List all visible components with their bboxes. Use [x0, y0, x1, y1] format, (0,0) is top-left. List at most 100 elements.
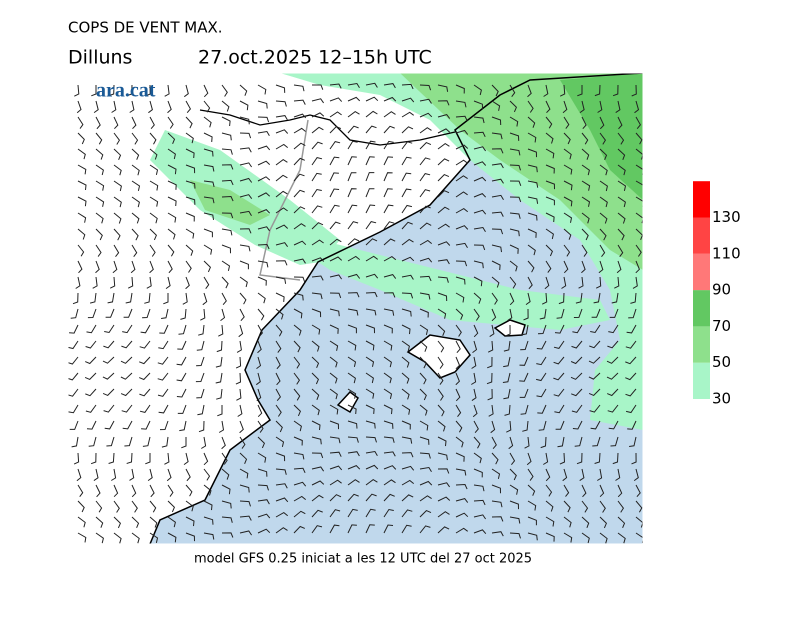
wind-barb	[69, 324, 79, 334]
wind-barb	[257, 436, 265, 449]
wind-barb	[221, 132, 232, 141]
wind-barb	[257, 192, 271, 198]
wind-barb	[419, 510, 432, 518]
wind-barb	[473, 308, 480, 321]
wind-barb	[103, 404, 115, 413]
colorbar-swatch	[693, 290, 710, 327]
wind-barb	[329, 204, 340, 214]
wind-barb	[221, 195, 234, 202]
wind-barb	[311, 324, 321, 335]
wind-barb	[365, 404, 375, 414]
wind-barb	[311, 112, 325, 118]
map	[68, 73, 643, 544]
wind-barb	[455, 129, 469, 135]
wind-barb	[437, 100, 450, 106]
wind-barb	[419, 84, 432, 91]
wind-barb	[167, 180, 177, 190]
wind-barb	[419, 466, 432, 473]
wind-barb	[77, 132, 85, 145]
wind-barb	[293, 388, 301, 401]
wind-barb	[293, 84, 305, 92]
wind-barb	[473, 292, 482, 304]
wind-barb	[491, 500, 503, 508]
wind-barb	[257, 340, 262, 354]
wind-barb	[519, 372, 529, 382]
wind-barb	[185, 244, 194, 256]
wind-barb	[257, 452, 267, 463]
island-ibiza	[336, 390, 359, 414]
wind-barb	[203, 196, 215, 204]
wind-barb	[509, 116, 519, 127]
wind-barb	[256, 388, 262, 402]
wind-barb	[527, 260, 535, 273]
wind-barb	[72, 292, 79, 305]
wind-barb	[471, 356, 477, 369]
wind-barb	[329, 83, 342, 89]
wind-barb	[401, 452, 414, 458]
wind-barb	[608, 324, 619, 334]
wind-barb	[195, 372, 205, 383]
wind-barb	[113, 180, 122, 192]
wind-barb	[239, 260, 249, 270]
wind-barb	[473, 146, 487, 152]
wind-barb	[142, 436, 151, 447]
wind-barb	[473, 529, 487, 535]
wind-barb	[473, 100, 483, 110]
wind-barb	[612, 452, 619, 465]
wind-barb	[129, 468, 135, 481]
wind-barb	[293, 340, 301, 353]
wind-barb	[595, 276, 602, 289]
wind-barb	[491, 163, 504, 169]
wind-barb	[293, 452, 305, 460]
wind-barb	[635, 180, 643, 191]
wind-barb	[347, 188, 357, 198]
wind-barb	[401, 509, 413, 518]
wind-barb	[419, 142, 432, 150]
wind-barb	[383, 404, 393, 415]
wind-barb	[275, 308, 284, 320]
wind-barb	[311, 436, 322, 445]
wind-barb	[77, 260, 83, 274]
wind-barb	[71, 436, 79, 448]
wind-barb	[401, 126, 414, 134]
wind-barb	[383, 372, 392, 384]
wind-barb	[157, 388, 169, 397]
wind-barb	[293, 223, 306, 230]
wind-barb	[581, 148, 590, 160]
wind-barb	[149, 484, 155, 498]
wind-barb	[159, 420, 169, 431]
wind-barb	[437, 128, 451, 134]
wind-barb	[183, 452, 189, 466]
wind-barb	[455, 356, 461, 370]
wind-barb	[256, 356, 262, 369]
wind-barb	[257, 499, 270, 505]
wind-barb	[329, 238, 342, 246]
wind-barb	[104, 420, 115, 430]
wind-barb	[329, 292, 342, 299]
wind-barb	[329, 274, 343, 280]
wind-barb	[95, 500, 103, 513]
wind-barb	[311, 480, 325, 486]
wind-barb	[257, 176, 271, 182]
wind-barb	[329, 372, 338, 384]
wind-barb	[275, 527, 288, 534]
wind-barb	[491, 194, 504, 200]
wind-barb	[437, 404, 445, 417]
wind-barb	[625, 356, 637, 365]
wind-barb	[471, 372, 477, 385]
wind-barb	[365, 340, 375, 351]
wind-barb	[311, 172, 322, 182]
wind-barb	[218, 324, 224, 337]
wind-barb	[85, 340, 97, 349]
wind-barb	[455, 175, 468, 182]
wind-barb	[593, 292, 601, 304]
wind-barb	[401, 141, 413, 150]
wind-barb	[401, 436, 413, 444]
wind-barb	[527, 132, 537, 143]
wind-barb	[383, 493, 395, 502]
wind-barb	[347, 172, 357, 182]
wind-barb	[185, 212, 195, 222]
wind-barb	[617, 532, 626, 544]
wind-barb	[311, 509, 323, 518]
wind-barb	[120, 356, 133, 364]
